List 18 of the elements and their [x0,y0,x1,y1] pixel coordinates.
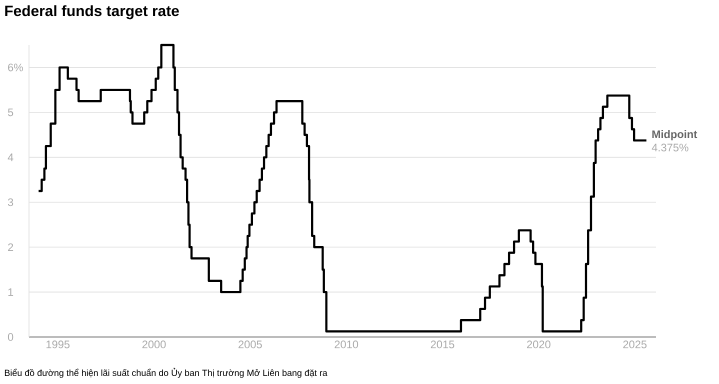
x-tick-label: 1995 [46,340,70,348]
x-tick-label: 2010 [334,340,358,348]
y-tick-label: 0 [8,333,14,341]
x-tick-label: 2005 [238,340,262,348]
x-tick-label: 2015 [430,340,454,348]
y-tick-label: 2 [8,243,14,251]
text: Biểu đồ đường thể hiện lãi suất chuẩn do Ủy ban Thị trường Mở Liên bang đặt ra [4,368,328,378]
y-tick-label: 5 [8,108,14,116]
y-tick-label: 4 [8,154,14,162]
annotation: 4.375% [652,144,688,152]
y-tick-label: 6% [8,64,23,72]
x-tick-label: 2000 [142,340,166,348]
y-tick-label: 3 [8,198,14,206]
y-tick-label: 1 [8,288,14,296]
annotation: Midpoint [652,130,698,140]
chart-title: Federal funds target rate [5,5,179,20]
x-tick-label: 2020 [527,340,550,348]
x-tick-label: 2025 [623,340,647,348]
